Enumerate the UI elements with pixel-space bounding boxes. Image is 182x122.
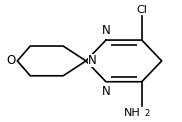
Text: Cl: Cl [136,5,147,15]
Text: 2: 2 [144,109,149,118]
Text: N: N [88,54,97,67]
Text: NH: NH [124,108,141,118]
Text: O: O [6,54,15,67]
Text: N: N [102,24,110,37]
Text: N: N [102,85,110,98]
